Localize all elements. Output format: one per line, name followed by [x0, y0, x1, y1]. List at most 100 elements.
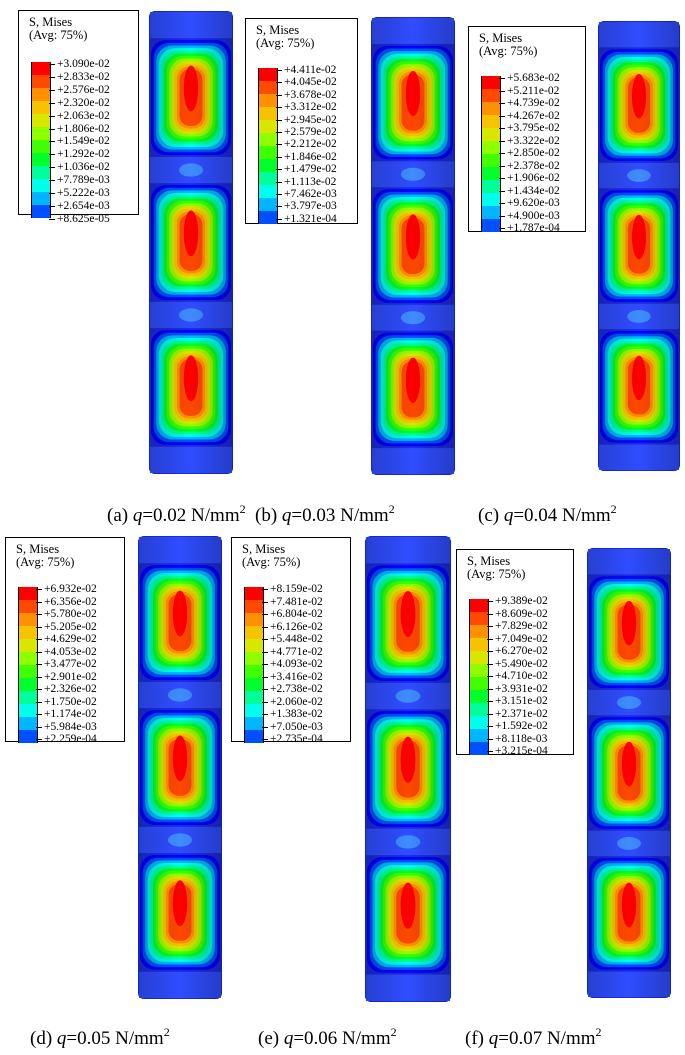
color-scale [244, 587, 264, 743]
legend-value: +3.795e-02 [507, 122, 560, 134]
legend-value: +1.434e-02 [507, 184, 560, 197]
legend-avg: (Avg: 75%) [256, 36, 315, 50]
color-swatch [32, 62, 50, 75]
color-swatch [19, 613, 37, 626]
color-swatch [19, 665, 37, 678]
color-swatch [19, 704, 37, 717]
legend-tick [36, 639, 42, 640]
caption-variable: q [503, 505, 514, 526]
legend-value: +2.850e-02 [507, 147, 560, 159]
color-swatch [259, 211, 277, 224]
legend-tick [262, 601, 268, 603]
color-swatch [470, 703, 488, 716]
color-swatch [32, 166, 50, 179]
legend-tick [36, 689, 42, 690]
color-swatch [470, 599, 488, 612]
legend-value: +5.984e-03 [44, 720, 97, 733]
legend-tick [262, 726, 268, 728]
legend-value: +6.932e-02 [44, 583, 97, 595]
color-swatch [470, 664, 488, 677]
legend-value: +2.833e-02 [57, 70, 110, 83]
caption: (e) q=0.06 N/mm2 [258, 1026, 397, 1049]
legend-box: S, Mises (Avg: 75%) +4.411e-02 +4.045e-02… [245, 18, 358, 224]
color-swatch [482, 167, 500, 180]
legend-value: +2.326e-02 [44, 683, 97, 695]
color-swatch [32, 140, 50, 153]
color-swatch [245, 626, 263, 639]
color-swatch [245, 691, 263, 704]
legend-tick [49, 128, 55, 130]
color-swatch [259, 198, 277, 211]
legend-value: +8.159e-02 [270, 583, 323, 595]
legend-tick [276, 144, 282, 146]
color-swatch [245, 600, 263, 613]
color-swatch [32, 153, 50, 166]
legend-value: +4.045e-02 [284, 76, 337, 89]
legend-tick [276, 94, 282, 96]
legend-title: S, Mises [242, 542, 286, 556]
legend-value: +6.356e-02 [44, 595, 97, 608]
legend-tick [36, 614, 42, 615]
legend-tick [36, 664, 42, 665]
legend-value: +6.804e-02 [270, 608, 323, 620]
legend-tick [262, 614, 268, 615]
legend-value: +2.945e-02 [284, 113, 337, 126]
color-scale [481, 76, 501, 232]
color-swatch [482, 115, 500, 128]
legend-tick [276, 132, 282, 133]
legend-value: +3.416e-02 [270, 670, 323, 683]
color-swatch [245, 665, 263, 678]
legend-tick [487, 688, 493, 690]
stress-contour-column [587, 548, 671, 998]
legend-box: S, Mises (Avg: 75%) +3.090e-02 +2.833e-02… [18, 10, 139, 224]
legend-value: +1.750e-02 [44, 695, 97, 708]
legend-tick [499, 228, 505, 229]
legend-tick [499, 215, 505, 217]
legend-value: +4.771e-02 [270, 645, 323, 658]
legend-tick [487, 601, 493, 602]
legend-tick [36, 676, 42, 678]
caption-exponent: 2 [595, 1025, 602, 1039]
caption-prefix: (f) [465, 1028, 489, 1049]
color-swatch [482, 180, 500, 193]
legend-value: +2.371e-02 [495, 707, 548, 720]
color-swatch [482, 128, 500, 141]
color-scale [258, 68, 278, 224]
legend-value: +9.389e-02 [495, 595, 548, 607]
legend-avg: (Avg: 75%) [29, 28, 88, 42]
legend-value: +4.900e-03 [507, 209, 560, 222]
legend-tick [49, 167, 55, 169]
stress-contour-column [138, 536, 222, 999]
legend-value: +3.322e-02 [507, 134, 560, 147]
legend-value: +1.846e-02 [284, 150, 337, 163]
legend-avg: (Avg: 75%) [242, 555, 301, 569]
legend-value: +7.789e-03 [57, 174, 110, 187]
color-swatch [482, 219, 500, 232]
color-swatch [470, 651, 488, 664]
legend-value: +6.270e-02 [495, 645, 548, 657]
color-swatch [19, 652, 37, 665]
legend-tick [49, 141, 55, 143]
color-swatch [470, 625, 488, 638]
legend-value: +8.625e-05 [57, 212, 110, 225]
legend-title: S, Mises [479, 31, 523, 45]
legend-tick [262, 639, 268, 640]
caption: (a) q=0.02 N/mm2 [107, 503, 246, 526]
legend-tick [276, 107, 282, 109]
legend-value: +1.592e-02 [495, 720, 548, 732]
stress-contour-column [365, 536, 451, 1002]
column-shading [371, 17, 455, 475]
legend-value: +3.215e-04 [495, 745, 548, 757]
caption: (c) q=0.04 N/mm2 [478, 503, 617, 526]
color-swatch [259, 94, 277, 107]
legend-tick [276, 181, 282, 183]
legend-value: +5.222e-03 [57, 187, 110, 199]
legend-tick [262, 651, 268, 653]
legend-title: S, Mises [256, 23, 300, 37]
legend-tick [276, 218, 282, 220]
color-swatch [19, 678, 37, 691]
legend-avg: (Avg: 75%) [467, 567, 526, 581]
color-scale [469, 599, 489, 755]
color-swatch [259, 107, 277, 120]
color-swatch [482, 154, 500, 167]
